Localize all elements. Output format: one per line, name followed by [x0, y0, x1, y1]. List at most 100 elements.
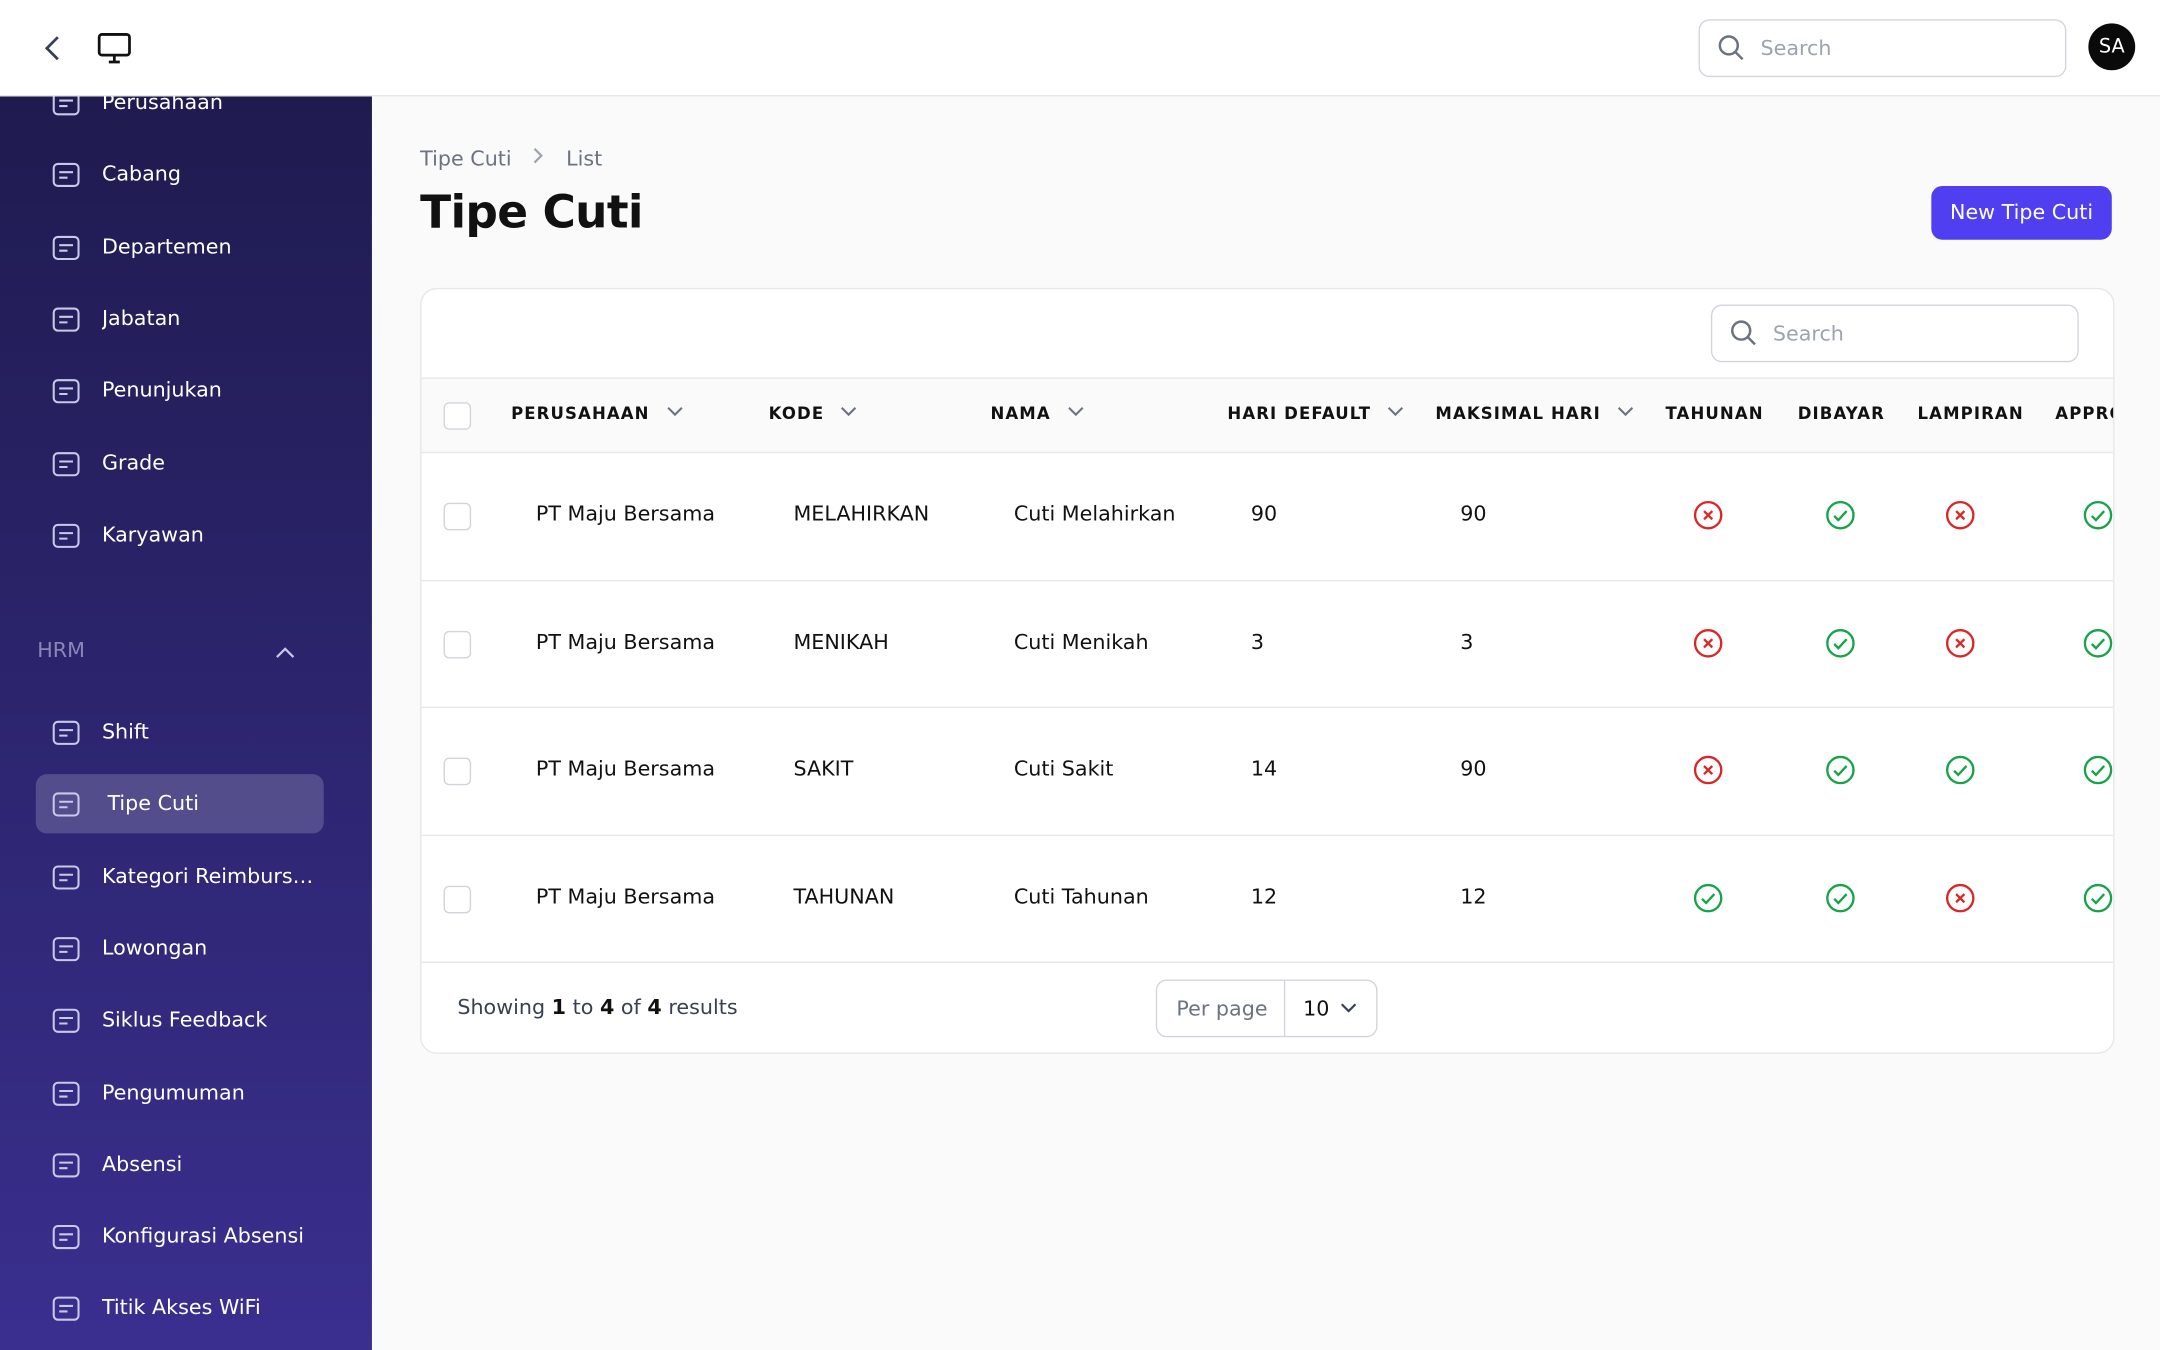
back-button[interactable] [39, 33, 67, 63]
check-icon [2083, 882, 2113, 918]
breadcrumb-item: List [566, 146, 603, 171]
cell: 12 [1250, 883, 1278, 909]
checkbox[interactable] [443, 402, 472, 430]
cross-icon [1693, 755, 1723, 791]
nav-item[interactable]: Jabatan [36, 289, 324, 348]
column-header[interactable]: MAKSIMAL HARI [1435, 404, 1635, 423]
nav-item[interactable]: Pengumuman [36, 1063, 324, 1122]
nav-item[interactable]: Cabang [36, 145, 324, 204]
column-label: APPROVAL [2055, 403, 2113, 423]
nav-label: Perusahaan [101, 95, 223, 115]
per-page-value: 10 [1303, 995, 1330, 1021]
nav-icon [52, 792, 80, 817]
nav-label: Absensi [101, 1151, 183, 1177]
checkbox[interactable] [443, 502, 472, 531]
nav-item[interactable]: Shift [36, 703, 324, 762]
check-icon [1825, 882, 1855, 918]
nav-label: Grade [101, 449, 165, 475]
avatar[interactable]: SA [2088, 23, 2136, 71]
column-label: TAHUNAN [1665, 403, 1764, 423]
breadcrumb-item[interactable]: Tipe Cuti [420, 146, 512, 171]
nav-item[interactable]: Titik Akses WiFi [36, 1279, 324, 1338]
table-search[interactable]: Search [1710, 304, 2079, 363]
column-header[interactable]: NAMA [990, 404, 1085, 423]
summary-part: 4 [647, 994, 662, 1020]
cell: 90 [1460, 756, 1487, 782]
column-label: MAKSIMAL HARI [1435, 403, 1601, 423]
new-button[interactable]: New Tipe Cuti [1931, 185, 2112, 240]
cell: SAKIT [793, 756, 854, 782]
nav-item[interactable]: Tipe Cuti [35, 774, 324, 834]
nav-item[interactable]: Siklus Feedback [36, 991, 324, 1050]
nav-label: Shift [101, 719, 149, 744]
check-icon [2083, 500, 2113, 536]
cell: PT Maju Bersama [535, 883, 716, 909]
column-header: TAHUNAN [1665, 404, 1763, 423]
per-page[interactable]: Per page 10 [1155, 979, 1378, 1038]
per-page-label: Per page [1176, 995, 1268, 1021]
search-placeholder: Search [1772, 320, 1844, 346]
nav-label: Konfigurasi Absensi [101, 1223, 305, 1249]
check-icon [1825, 500, 1855, 536]
column-header: DIBAYAR [1798, 404, 1885, 423]
nav-item[interactable]: Penunjukan [36, 361, 324, 420]
cell: PT Maju Bersama [535, 501, 716, 527]
nav-label: Penunjukan [101, 377, 222, 403]
nav-item[interactable]: Kategori Reimbursement [36, 847, 324, 906]
cell: 3 [1250, 628, 1264, 654]
nav-icon [52, 1081, 80, 1106]
divider [421, 961, 2114, 963]
checkbox[interactable] [443, 885, 472, 913]
nav-icon [52, 95, 80, 116]
check-icon [1825, 627, 1855, 663]
cross-icon [1693, 500, 1723, 536]
check-icon [1825, 755, 1855, 791]
page-title: Tipe Cuti [420, 184, 643, 239]
cell: PT Maju Bersama [535, 756, 716, 782]
divider [421, 377, 2114, 379]
search-placeholder: Search [1760, 35, 1832, 61]
nav-icon [52, 864, 80, 889]
nav-icon [52, 235, 80, 260]
section-label[interactable]: HRM [37, 637, 85, 663]
cross-icon [1945, 627, 1975, 663]
nav-item[interactable]: Karyawan [36, 505, 324, 564]
summary-part: Showing [457, 994, 546, 1020]
nav-label: Departemen [101, 233, 232, 259]
column-header[interactable]: PERUSAHAAN [511, 404, 684, 423]
nav-item[interactable]: Departemen [36, 217, 324, 276]
column-header: APPROVAL [2055, 403, 2113, 423]
divider [421, 706, 2114, 709]
nav-icon [52, 523, 80, 548]
check-icon [2083, 627, 2113, 663]
divider [421, 579, 2114, 581]
nav-icon [52, 720, 80, 745]
nav-item[interactable]: Perusahaan [36, 95, 324, 132]
nav-label: Karyawan [101, 521, 204, 547]
nav-item[interactable]: Grade [36, 433, 324, 492]
nav-item[interactable]: Absensi [36, 1135, 324, 1194]
cell: 90 [1460, 501, 1487, 527]
column-header[interactable]: HARI DEFAULT [1227, 404, 1405, 423]
global-search[interactable]: Search [1698, 19, 2067, 78]
cell: 3 [1460, 628, 1474, 654]
column-label: LAMPIRAN [1917, 403, 2024, 423]
nav-icon [52, 1153, 80, 1178]
nav-item[interactable]: Konfigurasi Absensi [36, 1207, 324, 1266]
column-header: LAMPIRAN [1918, 404, 2024, 423]
nav-label: Titik Akses WiFi [101, 1295, 261, 1321]
nav-label: Jabatan [101, 305, 181, 331]
section-toggle[interactable] [274, 641, 296, 667]
nav-icon [52, 451, 80, 476]
summary-part: results [668, 994, 738, 1020]
results-summary: Showing 1 to 4 of 4 results [457, 995, 737, 1020]
checkbox[interactable] [443, 757, 472, 786]
monitor-icon[interactable] [96, 32, 132, 65]
column-header[interactable]: KODE [769, 404, 859, 423]
nav-label: Tipe Cuti [107, 791, 199, 816]
column-label: NAMA [990, 403, 1051, 423]
nav-item[interactable]: Lowongan [36, 919, 324, 978]
checkbox[interactable] [443, 630, 472, 658]
cell: 12 [1460, 883, 1487, 909]
